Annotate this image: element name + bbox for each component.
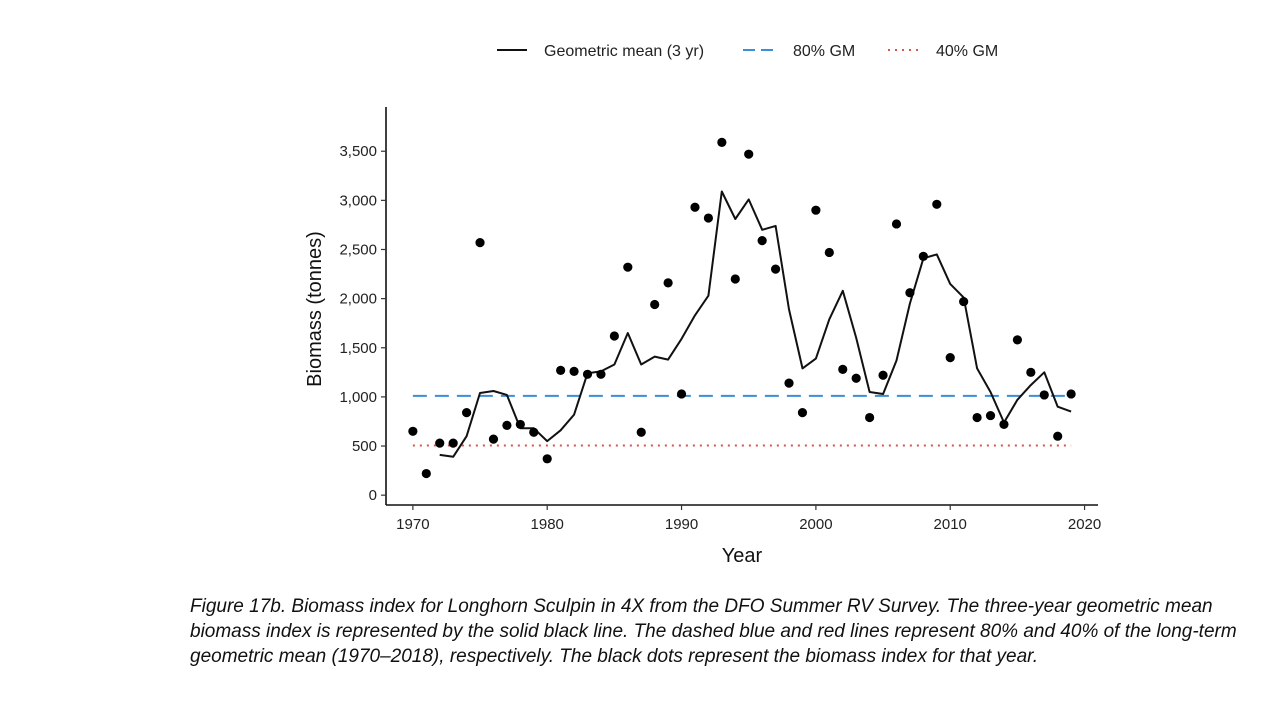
data-point	[985, 410, 996, 421]
data-point	[690, 202, 700, 212]
biomass-chart: Geometric mean (3 yr) 80% GM 40% GM 0 500 1,…	[304, 43, 1101, 567]
data-point	[730, 274, 740, 284]
y-tick-label: 3,500	[339, 143, 377, 160]
data-point	[932, 199, 942, 209]
legend-label: 80% GM	[793, 43, 855, 60]
y-tick-label: 0	[369, 487, 377, 504]
data-point	[529, 427, 539, 437]
data-point	[1066, 389, 1076, 399]
data-point	[1053, 431, 1063, 441]
data-point	[663, 278, 673, 288]
figure-caption: Figure 17b. Biomass index for Longhorn S…	[190, 596, 1237, 667]
data-point	[972, 412, 982, 423]
x-tick-label: 2020	[1068, 516, 1101, 533]
data-point	[905, 288, 915, 298]
x-tick-label: 1970	[396, 516, 429, 533]
data-point	[582, 369, 593, 379]
data-point	[891, 219, 902, 229]
data-point	[623, 262, 633, 272]
data-point	[421, 468, 431, 479]
y-tick-label: 1,000	[339, 389, 377, 406]
annual-biomass-points	[408, 137, 1076, 479]
y-tick-label: 2,000	[339, 291, 377, 308]
y-axis-title: Biomass (tonnes)	[304, 231, 326, 387]
data-point	[945, 352, 955, 363]
chart-axes: 0 500 1,000 1,500 2,000 2,500 3,000 3,500 1970 19…	[339, 107, 1101, 533]
x-tick-label: 1980	[531, 516, 564, 533]
data-point	[878, 370, 888, 380]
data-point	[475, 238, 485, 248]
data-point	[797, 408, 808, 418]
x-tick-label: 2000	[799, 516, 832, 533]
y-tick-label: 2,500	[339, 241, 377, 258]
data-point	[959, 296, 969, 307]
data-point	[596, 369, 606, 379]
chart-legend: Geometric mean (3 yr) 80% GM 40% GM	[497, 43, 998, 60]
data-point	[851, 373, 861, 383]
data-point	[703, 213, 714, 223]
data-point	[999, 419, 1009, 430]
data-point	[1026, 367, 1036, 377]
data-point	[408, 426, 418, 436]
data-point	[502, 420, 512, 430]
x-tick-label: 1990	[665, 516, 698, 533]
geometric-mean-line	[439, 190, 1072, 458]
data-point	[556, 365, 566, 375]
data-point	[784, 378, 794, 388]
data-point	[676, 389, 687, 399]
data-point	[744, 149, 754, 159]
x-axis-title: Year	[722, 545, 763, 567]
legend-label: Geometric mean (3 yr)	[544, 43, 704, 60]
data-point	[838, 364, 848, 374]
data-point	[824, 247, 834, 258]
y-tick-label: 3,000	[339, 192, 377, 209]
reference-lines	[412, 394, 1072, 447]
data-point	[569, 366, 579, 376]
data-point	[757, 236, 767, 246]
data-point	[636, 427, 646, 437]
data-point	[717, 137, 727, 147]
data-point	[811, 205, 821, 215]
data-point	[515, 419, 525, 430]
y-tick-label: 500	[352, 438, 377, 455]
data-point	[1039, 390, 1049, 400]
legend-label: 40% GM	[936, 43, 998, 60]
data-point	[865, 412, 875, 423]
geometric-mean-series	[439, 190, 1072, 458]
data-point	[770, 264, 781, 274]
x-tick-label: 2010	[934, 516, 967, 533]
data-point	[918, 251, 928, 261]
data-point	[1012, 335, 1022, 345]
data-point	[435, 438, 445, 448]
data-point	[448, 438, 458, 448]
data-point	[650, 299, 660, 310]
data-point	[462, 408, 472, 418]
data-point	[609, 331, 619, 341]
data-point	[488, 434, 499, 444]
data-point	[542, 454, 552, 464]
y-tick-label: 1,500	[339, 340, 377, 357]
